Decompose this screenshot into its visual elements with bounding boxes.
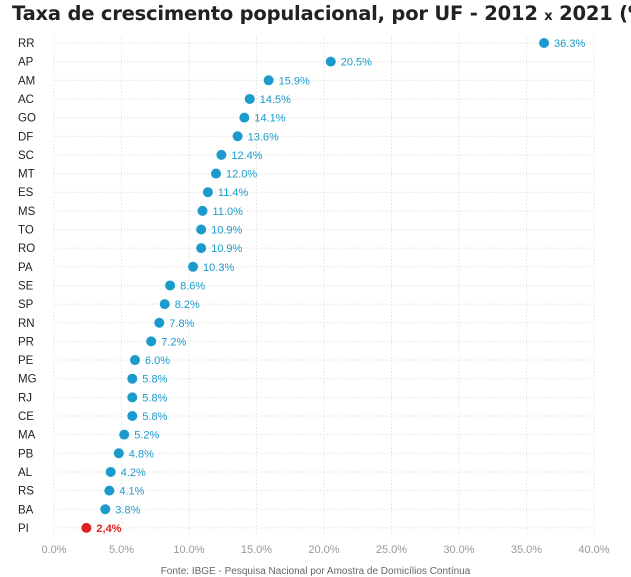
data-label: 14.5% (260, 94, 291, 106)
data-label: 5.8% (142, 374, 167, 386)
data-point (127, 373, 138, 384)
data-point (127, 411, 138, 421)
category-label: ES (18, 187, 34, 199)
data-point (130, 355, 140, 366)
data-point (104, 485, 115, 496)
category-label: RS (18, 486, 34, 498)
data-label: 3.8% (115, 504, 140, 516)
data-point (216, 149, 227, 160)
data-label: 4.2% (121, 467, 146, 479)
data-label: 5.8% (142, 411, 167, 423)
data-label: 7.8% (169, 318, 194, 330)
data-label: 36.3% (554, 38, 585, 50)
data-point (325, 56, 336, 67)
data-label: 7.2% (161, 336, 186, 348)
data-label: 4.1% (119, 486, 144, 498)
data-label: 15.9% (279, 75, 310, 87)
x-tick-label: 20.0% (308, 544, 339, 556)
data-label: 5.8% (142, 392, 167, 404)
data-point (159, 299, 170, 310)
data-point (146, 336, 157, 347)
category-label: RR (18, 38, 35, 50)
x-tick-label: 35.0% (511, 544, 542, 556)
category-label: TO (18, 225, 34, 237)
x-tick-label: 5.0% (109, 544, 134, 556)
data-point (196, 224, 207, 235)
category-label: AL (18, 467, 33, 479)
data-point (127, 392, 138, 403)
category-label: PB (18, 448, 34, 460)
category-label: RO (18, 243, 35, 255)
data-point (244, 93, 255, 104)
category-label: GO (18, 113, 36, 125)
chart-title-suffix: 2021 (%) (559, 2, 631, 25)
category-label: BA (18, 504, 34, 516)
category-label: RJ (18, 392, 32, 404)
data-label: 8.6% (180, 280, 205, 292)
category-label: PA (18, 262, 33, 274)
data-point (119, 429, 130, 440)
data-label: 20.5% (341, 57, 372, 69)
x-tick-label: 30.0% (443, 544, 474, 556)
source-note: Fonte: IBGE - Pesquisa Nacional por Amos… (160, 566, 471, 577)
data-label: 11.4% (218, 187, 249, 199)
category-label: AC (18, 94, 34, 106)
data-point (202, 187, 213, 198)
category-label: CE (18, 411, 34, 423)
x-tick-label: 40.0% (578, 544, 609, 556)
data-point (539, 38, 550, 48)
data-label: 14.1% (254, 113, 285, 125)
category-label: MT (18, 169, 35, 181)
category-label: PR (18, 336, 34, 348)
data-label: 4.8% (129, 448, 154, 460)
x-tick-label: 15.0% (241, 544, 272, 556)
category-label: MA (18, 430, 36, 442)
x-tick-label: 25.0% (376, 544, 407, 556)
data-label: 13.6% (248, 131, 279, 143)
data-point (154, 317, 165, 328)
data-point (196, 243, 207, 254)
data-point (105, 466, 116, 477)
category-label: MS (18, 206, 36, 218)
data-label: 11.0% (213, 206, 244, 218)
data-point (232, 131, 243, 142)
data-point (81, 522, 92, 533)
data-point (188, 261, 199, 272)
data-label: 10.3% (203, 262, 234, 274)
data-point (211, 168, 221, 179)
category-label: RN (18, 318, 35, 330)
chart-title: Taxa de crescimento populacional, por UF… (12, 2, 631, 25)
data-label: 10.9% (211, 243, 242, 255)
chart-title-connector: x (544, 9, 553, 24)
category-label: AP (18, 57, 34, 69)
data-point (165, 280, 176, 291)
x-tick-label: 10.0% (173, 544, 204, 556)
category-label: AM (18, 75, 35, 87)
data-point (100, 504, 111, 515)
category-label: SP (18, 299, 34, 311)
chart-title-prefix: Taxa de crescimento populacional, por UF… (12, 2, 538, 25)
category-label: SE (18, 280, 34, 292)
data-label: 12.4% (231, 150, 262, 162)
data-label: 5.2% (134, 430, 159, 442)
data-label: 12.0% (226, 169, 257, 181)
category-label: MG (18, 374, 37, 386)
category-label: DF (18, 131, 33, 143)
data-label: 10.9% (211, 225, 242, 237)
data-point (197, 205, 208, 216)
x-tick-label: 0.0% (41, 544, 66, 556)
data-point (113, 448, 124, 459)
category-label: PI (18, 523, 29, 535)
category-label: PE (18, 355, 34, 367)
category-label: SC (18, 150, 34, 162)
data-point (263, 75, 274, 86)
data-point (239, 112, 250, 123)
data-label: 2,4% (96, 523, 121, 535)
data-label: 6.0% (145, 355, 170, 367)
data-label: 8.2% (175, 299, 200, 311)
